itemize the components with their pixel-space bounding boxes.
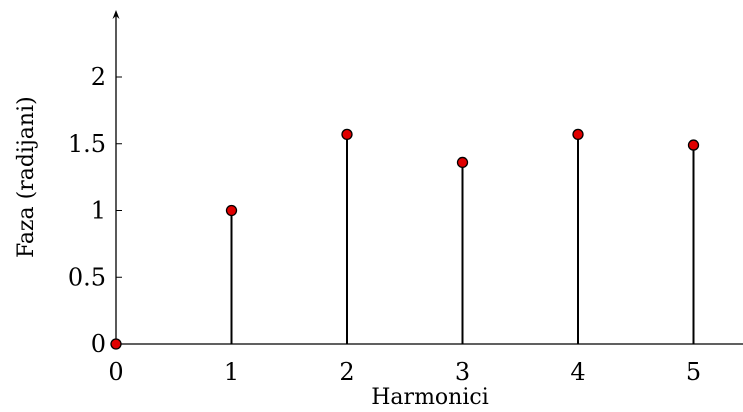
stems (111, 129, 699, 349)
x-axis-title: Harmonici (371, 385, 489, 410)
x-tick-label: 1 (224, 358, 239, 386)
x-tick-label: 4 (570, 358, 585, 386)
stem-marker (342, 129, 352, 139)
x-tick-label: 5 (686, 358, 701, 386)
stem-marker (458, 157, 468, 167)
y-axis-title: Faza (radijani) (14, 96, 39, 258)
y-tick-label: 0.5 (68, 263, 106, 291)
x-tick-label: 3 (455, 358, 470, 386)
y-tick-label: 0 (91, 330, 106, 358)
stem-marker (227, 206, 237, 216)
y-ticks: 0 0.5 1 1.5 2 (68, 63, 122, 358)
x-ticks: 0 1 2 3 4 5 (108, 338, 701, 386)
x-tick-label: 0 (108, 358, 123, 386)
y-tick-label: 2 (91, 63, 106, 91)
y-tick-label: 1 (91, 197, 106, 225)
stem-marker (111, 339, 121, 349)
stem-marker (689, 140, 699, 150)
axes (113, 10, 743, 344)
stem-marker (573, 129, 583, 139)
y-tick-label: 1.5 (68, 130, 106, 158)
x-tick-label: 2 (339, 358, 354, 386)
